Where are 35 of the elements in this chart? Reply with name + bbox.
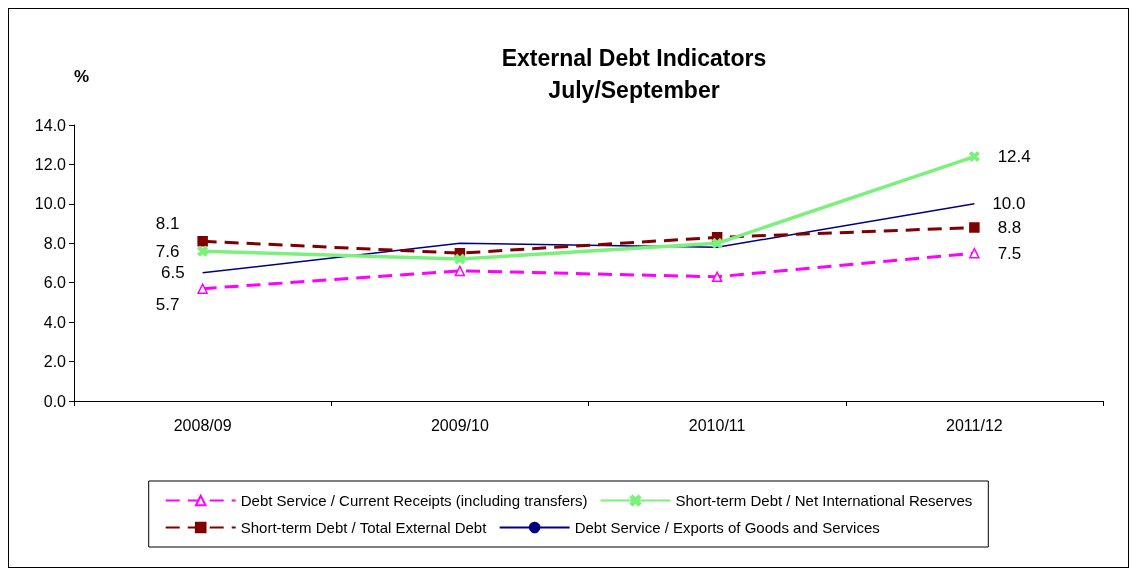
x-tick-label: 2010/11: [688, 416, 746, 434]
y-tick-label: 8.0: [43, 234, 67, 252]
legend-label: Debt Service / Current Receipts (including transfers): [240, 492, 588, 509]
y-tick-label: 10.0: [34, 195, 67, 213]
legend-label: Debt Service / Exports of Goods and Services: [574, 519, 880, 536]
y-tick-label: 14.0: [34, 116, 67, 134]
y-tick-label: 6.0: [43, 274, 67, 292]
x-tick-label: 2011/12: [946, 416, 1003, 434]
chart-title: External Debt Indicators July/September: [501, 45, 767, 103]
y-axis-title: %: [74, 67, 90, 86]
y-tick-label: 2.0: [43, 353, 67, 371]
x-tick-label: 2008/09: [173, 416, 232, 434]
data-label: 8.8: [997, 218, 1022, 238]
data-label: 12.4: [997, 147, 1031, 167]
x-tick-label: 2009/10: [430, 416, 489, 434]
data-label: 10.0: [992, 194, 1026, 214]
point: [197, 245, 208, 257]
point: [969, 247, 980, 259]
data-label: 7.6: [155, 241, 180, 261]
line-series: [201, 203, 976, 274]
y-tick-label: 12.0: [34, 155, 67, 173]
point: [454, 265, 466, 277]
legend-label: Short-term Debt / Net International Reserves: [675, 492, 973, 509]
y-tick-label: 4.0: [43, 313, 67, 331]
point: [197, 283, 208, 294]
point: [711, 238, 723, 249]
data-label: 6.5: [160, 263, 185, 283]
point: [711, 271, 723, 283]
data-label: 7.5: [997, 243, 1022, 263]
y-tick-label: 0.0: [43, 392, 67, 410]
legend-label: Short-term Debt / Total External Debt: [240, 519, 488, 536]
data-label: 8.1: [155, 213, 180, 233]
data-label: 5.7: [155, 295, 180, 315]
point: [197, 236, 208, 247]
point: [969, 222, 980, 233]
